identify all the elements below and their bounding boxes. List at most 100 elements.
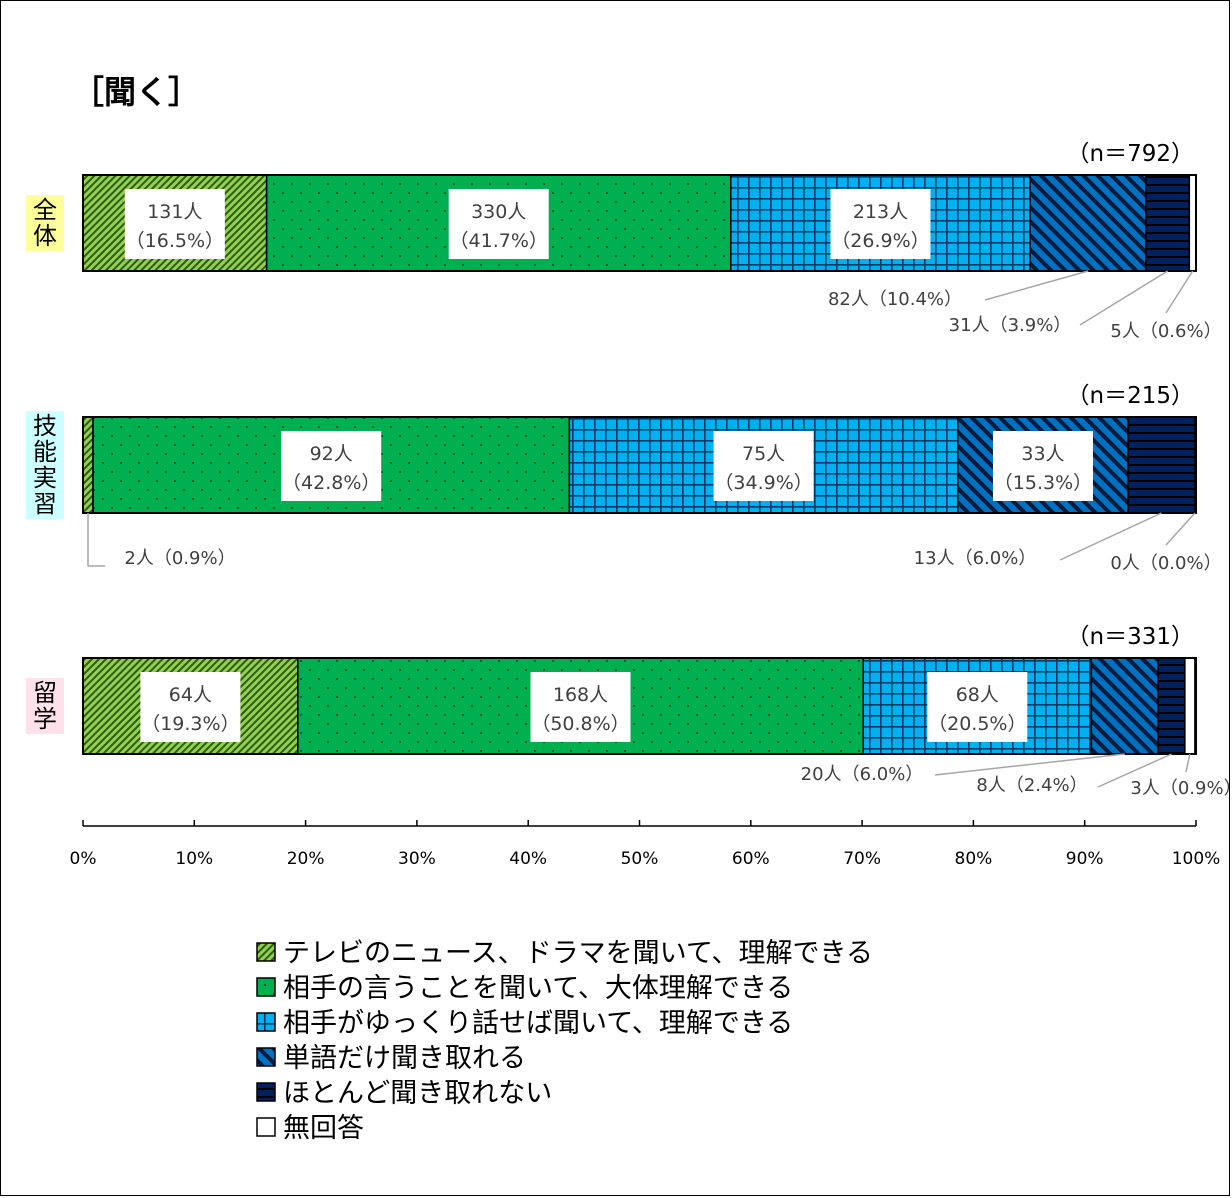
category-label-char: 能 [33,438,57,466]
category-label-char: 習 [33,490,57,518]
data-label-outside: 20人（6.0%） [801,764,924,785]
data-label-percent: （50.8%） [531,713,629,735]
data-label-outside: 2人（0.9%） [124,548,235,569]
data-label-percent: （16.5%） [126,230,224,252]
data-label-percent: （34.9%） [714,472,812,494]
legend-label: 相手がゆっくり話せば聞いて、理解できる [283,1008,793,1039]
legend-swatch [256,942,276,962]
data-label-box [713,431,814,501]
data-label-percent: （42.8%） [282,472,380,494]
bar-outline [82,657,1197,755]
category-label-char: 全 [33,196,57,224]
legend-label: 相手の言うことを聞いて、大体理解できる [283,973,793,1004]
leader-line [1185,753,1191,773]
sample-size-label: （n＝331） [1067,624,1194,650]
x-tick-label: 20% [287,849,325,869]
bar-segment [1090,657,1159,755]
x-tick-label: 0% [70,849,97,869]
x-tick-label: 30% [398,849,436,869]
category-label-char: 技 [33,412,57,440]
bar-segment [1184,657,1196,755]
x-tick-label: 50% [621,849,659,869]
bar-outline [82,416,1197,514]
category-label-char: 実 [33,464,57,492]
category-label-char: 学 [33,705,57,733]
data-label-count: 64人 [169,684,212,706]
x-tick-label: 100% [1172,849,1221,869]
data-label-count: 75人 [742,443,785,465]
data-label-outside: 13人（6.0%） [914,548,1037,569]
data-label-outside: 0人（0.0%） [1110,553,1221,574]
data-label-count: 213人 [853,201,908,223]
data-label-count: 168人 [553,684,608,706]
data-label-percent: （41.7%） [450,230,548,252]
bar-segment [1145,174,1191,272]
category-label-bg [26,678,64,734]
data-label-box [992,431,1093,501]
data-label-outside: 8人（2.4%） [976,775,1087,796]
x-tick-label: 40% [509,849,547,869]
leader-line [87,513,105,567]
legend-swatch [256,1012,276,1032]
legend-label: ほとんど聞き取れない [283,1078,552,1109]
data-label-count: 92人 [310,443,353,465]
x-tick-label: 80% [955,849,993,869]
data-label-box [140,672,241,742]
x-axis: 0% 10% 20% 30% 40% 50% 60% 70% 80% 90% 100% [70,820,1221,869]
data-label-percent: （19.3%） [141,713,239,735]
data-label-box [124,189,225,259]
data-label-percent: （26.9%） [831,230,929,252]
category-label-char: 留 [33,679,57,707]
legend-swatch [256,1117,276,1137]
leader-line [1165,512,1196,546]
leader-line [1097,753,1172,788]
row-留学: 留学 （n＝331） 64人 （19.3%） 168人 （50.8%） 68人 （20.5%）… [26,624,1232,799]
data-label-percent: （20.5%） [928,713,1026,735]
x-tick-label: 10% [175,849,213,869]
leader-line [934,753,1125,776]
bar-segment [82,416,94,514]
data-label-box [530,672,631,742]
data-label-outside: 82人（10.4%） [828,289,962,310]
legend: テレビのニュース、ドラマを聞いて、理解できる相手の言うことを聞いて、大体理解でき… [256,938,873,1144]
data-label-count: 68人 [956,684,999,706]
leader-line [984,270,1089,301]
data-label-box [830,189,931,259]
x-tick-label: 90% [1066,849,1104,869]
data-label-percent: （15.3%） [994,472,1092,494]
bar-segment [1188,174,1197,272]
bar-outline [82,174,1197,272]
data-label-outside: 3人（0.9%） [1130,778,1232,799]
sample-size-label: （n＝215） [1067,383,1194,409]
data-label-box [281,431,382,501]
category-label-char: 体 [33,222,57,250]
chart-rows: 全体 （n＝792） 131人 （16.5%） 330人 （41.7%） 213人 （26.9… [26,141,1232,799]
category-label-bg [26,411,64,519]
category-label-bg [26,195,64,251]
legend-label: テレビのニュース、ドラマを聞いて、理解できる [283,938,873,969]
data-label-count: 131人 [147,201,202,223]
data-label-outside: 5人（0.6%） [1110,321,1221,342]
bar-segment [1157,657,1186,755]
row-全体: 全体 （n＝792） 131人 （16.5%） 330人 （41.7%） 213人 （26.9… [26,141,1222,342]
x-tick-label: 60% [732,849,770,869]
leader-line [1059,512,1162,561]
data-label-box [448,189,549,259]
bar-segment [1029,174,1147,272]
legend-swatch [256,1082,276,1102]
sample-size-label: （n＝792） [1067,141,1194,167]
data-label-box [927,672,1028,742]
bar-segment [1127,416,1196,514]
chart-title: ［聞く］ [72,73,200,111]
legend-swatch [256,977,276,997]
data-label-count: 33人 [1021,443,1064,465]
leader-line [1079,270,1169,326]
legend-swatch [256,1047,276,1067]
legend-label: 無回答 [283,1113,364,1144]
legend-label: 単語だけ聞き取れる [283,1043,526,1074]
x-tick-label: 70% [843,849,881,869]
data-label-count: 330人 [471,201,526,223]
